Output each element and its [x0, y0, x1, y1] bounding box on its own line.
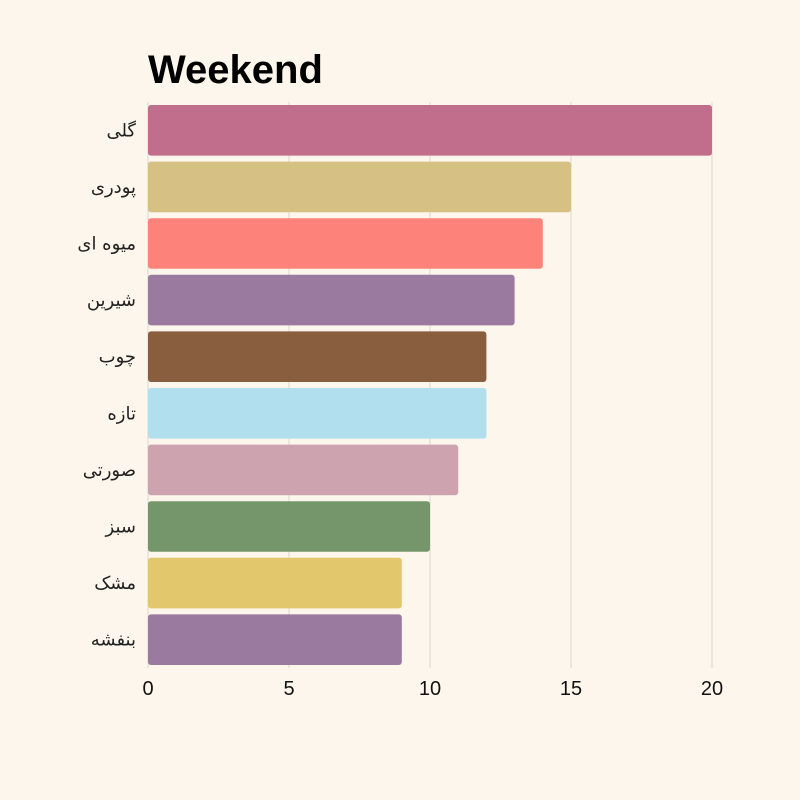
category-label: میوه ای: [77, 234, 136, 255]
category-label: چوب: [99, 347, 136, 368]
bar: [148, 161, 571, 213]
x-tick-label: 10: [419, 678, 441, 700]
x-tick-label: 0: [142, 678, 153, 700]
category-label: صورتی: [83, 460, 136, 481]
bar: [148, 105, 712, 156]
bar: [148, 218, 543, 269]
category-label: سبز: [105, 517, 136, 538]
category-label: تازه: [107, 403, 136, 424]
x-tick-label: 5: [283, 678, 294, 700]
bar: [148, 614, 402, 665]
chart-title: Weekend: [148, 48, 323, 92]
category-label: پودری: [91, 177, 136, 198]
category-label: گلی: [106, 119, 136, 141]
x-tick-label: 15: [560, 678, 582, 700]
bar: [148, 501, 430, 552]
bar: [148, 444, 459, 496]
x-axis-ticks: 0 5 10 15 20: [142, 678, 723, 700]
category-label: شیرین: [87, 290, 136, 311]
category-label: بنفشه: [91, 630, 136, 651]
category-label: مشک: [94, 573, 136, 594]
x-tick-label: 20: [701, 678, 723, 700]
bar: [148, 274, 515, 326]
bars: [148, 105, 712, 665]
category-labels: گلی پودری میوه ای شیرین چوب تازه صورتی سبز مشک بن…: [77, 119, 136, 650]
bar: [148, 388, 487, 439]
bar: [148, 331, 487, 382]
bar: [148, 557, 402, 609]
